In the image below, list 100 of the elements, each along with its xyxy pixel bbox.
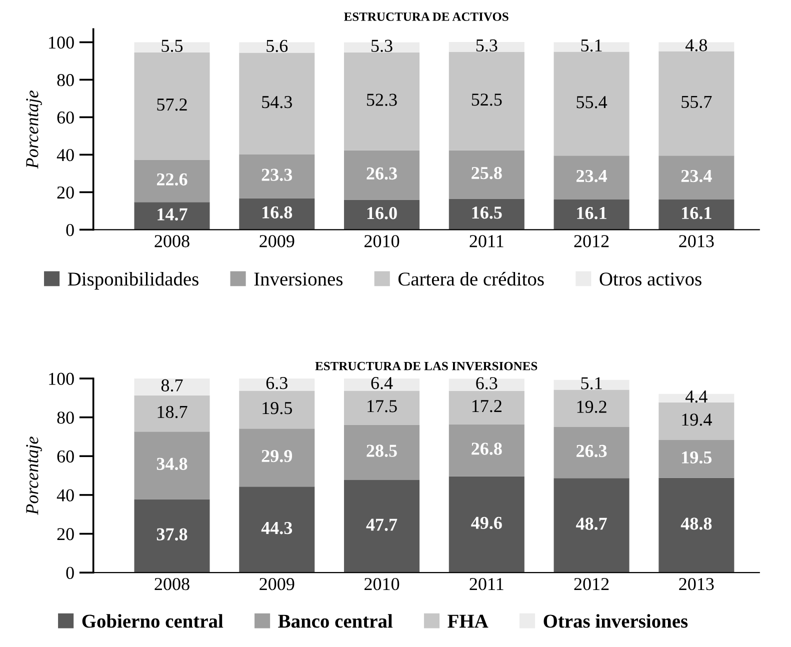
data-label: 18.7 — [158, 406, 188, 418]
data-label: 23.3 — [262, 168, 292, 181]
data-label: 4.8 — [685, 39, 708, 52]
legend-label: Otras inversiones — [544, 614, 688, 628]
data-label: 16.0 — [367, 207, 397, 220]
data-label: 19.5 — [262, 402, 292, 414]
bar — [344, 200, 420, 230]
data-label: 16.5 — [472, 206, 502, 219]
data-label: 54.3 — [262, 96, 292, 108]
data-label: 52.3 — [367, 94, 397, 106]
x-tick-label: 2008 — [154, 578, 190, 590]
bar — [658, 200, 734, 230]
legend-label: Banco central — [278, 614, 393, 628]
x-tick-label: 2012 — [574, 578, 609, 590]
data-label: 19.4 — [682, 414, 712, 426]
data-label: 8.7 — [161, 379, 183, 392]
data-label: 5.6 — [266, 40, 288, 52]
bar — [344, 150, 420, 200]
y-tick-label: 0 — [66, 224, 74, 236]
bar — [658, 402, 734, 440]
y-tick-label: 80 — [57, 74, 74, 86]
data-label: 26.3 — [576, 444, 607, 458]
data-label: 6.3 — [476, 377, 498, 390]
bar — [134, 160, 210, 202]
data-label: 5.1 — [581, 377, 602, 390]
x-tick-label: 2012 — [574, 235, 609, 248]
data-label: 37.8 — [156, 528, 188, 541]
bar — [134, 499, 210, 573]
bar — [239, 428, 315, 487]
data-label: 34.8 — [156, 458, 188, 470]
data-label: 26.8 — [472, 442, 502, 455]
data-label: 5.5 — [162, 40, 183, 52]
bar — [344, 424, 420, 480]
data-label: 19.2 — [577, 400, 606, 413]
data-label: 48.7 — [576, 518, 607, 530]
bar — [554, 390, 630, 428]
bar — [658, 440, 734, 478]
x-tick-label: 2013 — [679, 235, 714, 248]
y-tick-label: 60 — [57, 111, 74, 124]
data-label: 23.4 — [681, 170, 712, 182]
bar — [448, 198, 524, 230]
y-tick-label: 100 — [49, 372, 74, 385]
chart-title: ESTRUCTURA DE LAS INVERSIONES — [315, 362, 538, 370]
bar — [554, 427, 630, 478]
chart-title: ESTRUCTURA DE ACTIVOS — [344, 12, 508, 21]
x-tick-label: 2013 — [679, 578, 714, 590]
legend-label: Gobierno central — [82, 614, 224, 628]
bar — [554, 478, 630, 573]
x-tick-label: 2008 — [154, 235, 190, 248]
bar — [344, 52, 420, 150]
bar — [134, 378, 210, 396]
data-label: 16.1 — [577, 206, 606, 220]
y-tick-label: 40 — [56, 489, 74, 502]
data-label: 6.3 — [266, 376, 288, 390]
bar — [448, 150, 524, 199]
data-label: 55.7 — [682, 96, 712, 108]
bar — [344, 378, 420, 391]
y-tick-label: 80 — [57, 412, 74, 424]
bar — [344, 390, 420, 425]
bar — [134, 52, 210, 160]
data-label: 23.4 — [576, 170, 608, 182]
bar — [658, 51, 734, 156]
bar — [448, 476, 524, 573]
data-label: 57.2 — [157, 98, 187, 111]
data-label: 14.7 — [158, 208, 188, 221]
data-label: 5.3 — [476, 39, 498, 52]
data-label: 16.1 — [682, 206, 712, 220]
data-label: 6.4 — [371, 376, 393, 390]
y-tick-label: 20 — [57, 528, 74, 540]
bar — [658, 478, 734, 573]
x-tick-label: 2010 — [364, 578, 400, 590]
y-tick-label: 100 — [49, 36, 74, 49]
legend-label: Disponibilidades — [68, 272, 198, 290]
bar — [239, 198, 315, 230]
bar — [448, 390, 524, 424]
bar — [344, 480, 420, 573]
legend-label: FHA — [448, 614, 488, 628]
bar — [239, 390, 315, 429]
x-tick-label: 2010 — [364, 235, 400, 248]
bar — [239, 154, 315, 198]
data-label: 26.3 — [366, 167, 397, 180]
data-label: 17.5 — [368, 400, 397, 412]
bar — [239, 486, 315, 573]
bar — [554, 156, 630, 200]
bar — [448, 424, 524, 476]
data-label: 4.4 — [685, 390, 708, 403]
data-label: 16.8 — [262, 206, 292, 219]
data-label: 29.9 — [262, 450, 292, 462]
data-label: 52.5 — [472, 94, 502, 106]
y-axis-title: Porcentaje — [26, 90, 42, 169]
y-tick-label: 40 — [56, 148, 74, 162]
bar — [658, 156, 734, 200]
y-tick-label: 0 — [66, 566, 74, 580]
data-label: 55.4 — [576, 96, 608, 108]
data-label: 5.3 — [372, 40, 392, 52]
bar — [134, 202, 210, 230]
data-label: 25.8 — [472, 166, 502, 180]
y-tick-label: 60 — [57, 450, 74, 463]
data-label: 19.5 — [682, 451, 712, 464]
bar — [448, 52, 524, 150]
